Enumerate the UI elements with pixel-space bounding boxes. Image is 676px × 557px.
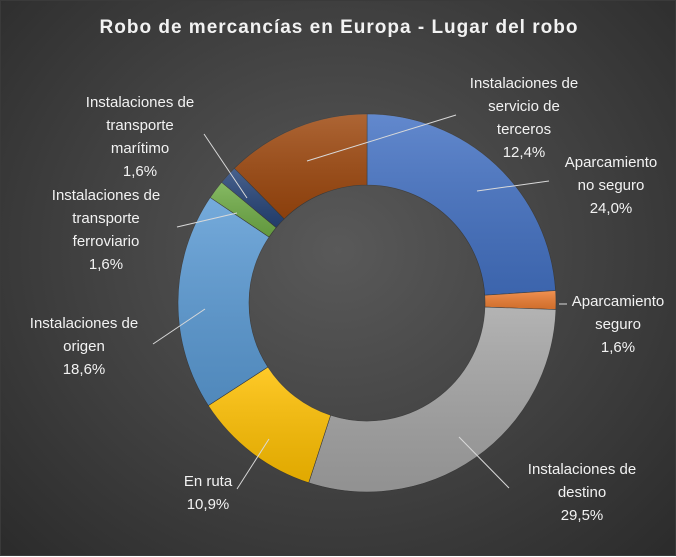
leader-line-instalaciones-de-origen (152, 308, 206, 345)
slice-instalaciones-de-origen (177, 197, 270, 407)
data-label-en-ruta: En ruta 10,9% (184, 473, 233, 513)
leader-line-instalaciones-de-transporte-ferroviario (176, 212, 238, 228)
data-label-instalaciones-de-transporte-maritimo: Instalaciones de transporte marítimo 1,6% (86, 94, 194, 180)
data-label-aparcamiento-seguro: Aparcamiento seguro 1,6% (572, 293, 665, 356)
leader-line-instalaciones-de-servicio-de-terceros (306, 114, 457, 162)
slice-instalaciones-de-destino (308, 306, 557, 493)
data-label-instalaciones-de-servicio-de-terceros: Instalaciones de servicio de terceros 12,4% (470, 75, 578, 161)
data-label-instalaciones-de-origen: Instalaciones de origen 18,6% (30, 315, 138, 378)
leader-line-instalaciones-de-destino (458, 436, 510, 489)
data-label-instalaciones-de-destino: Instalaciones de destino 29,5% (528, 461, 636, 524)
leader-line-en-ruta (236, 438, 270, 490)
chart-title: Robo de mercancías en Europa - Lugar del… (99, 17, 579, 38)
data-label-instalaciones-de-transporte-ferroviario: Instalaciones de transporte ferroviario 1,6… (52, 187, 160, 273)
data-label-aparcamiento-no-seguro: Aparcamiento no seguro 24,0% (565, 154, 658, 217)
leader-line-aparcamiento-no-seguro (476, 180, 550, 192)
leader-line-instalaciones-de-transporte-maritimo (203, 133, 248, 199)
slice-aparcamiento-no-seguro (366, 113, 556, 296)
